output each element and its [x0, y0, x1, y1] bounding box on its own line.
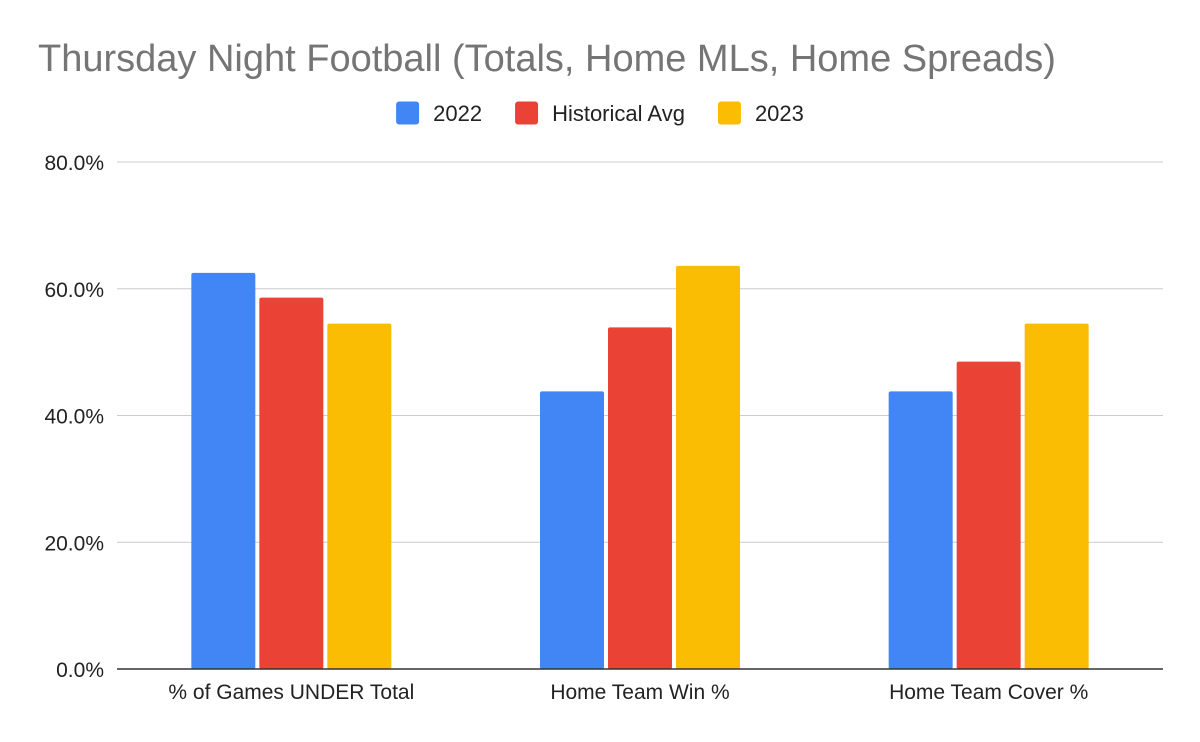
bar-2022 [888, 391, 953, 669]
legend-swatch [717, 101, 741, 125]
legend-label: 2023 [755, 101, 804, 126]
y-tick-label: 0.0% [56, 659, 104, 682]
bar-2022 [540, 391, 604, 669]
x-category-label: Home Team Cover % [889, 681, 1088, 704]
legend-swatch [396, 101, 420, 125]
bar-2023 [1024, 323, 1089, 669]
legend-item: 2022 [396, 101, 482, 126]
x-category-label: Home Team Win % [550, 681, 729, 704]
y-tick-label: 40.0% [44, 406, 104, 429]
bar-historical-avg [608, 327, 672, 669]
chart-title: Thursday Night Football (Totals, Home ML… [38, 38, 1056, 80]
bar-2023 [676, 265, 740, 669]
legend: 2022 Historical Avg 2023 [396, 101, 804, 126]
bars [191, 265, 1089, 669]
y-axis-ticks: 0.0% 20.0% 40.0% 60.0% 80.0% [44, 152, 104, 682]
bar-2023 [327, 323, 392, 669]
x-axis-labels: % of Games UNDER Total Home Team Win % Hom… [168, 681, 1088, 704]
bar-historical-avg [956, 361, 1021, 669]
legend-item: 2023 [717, 101, 804, 126]
legend-label: Historical Avg [552, 101, 685, 126]
bar-2022 [191, 272, 256, 669]
bar-historical-avg [259, 297, 324, 669]
legend-swatch [515, 101, 539, 125]
y-tick-label: 20.0% [44, 532, 104, 555]
y-tick-label: 80.0% [44, 152, 104, 175]
legend-label: 2022 [433, 101, 482, 126]
y-tick-label: 60.0% [44, 279, 104, 302]
x-category-label: % of Games UNDER Total [168, 681, 414, 704]
legend-item: Historical Avg [515, 101, 685, 126]
